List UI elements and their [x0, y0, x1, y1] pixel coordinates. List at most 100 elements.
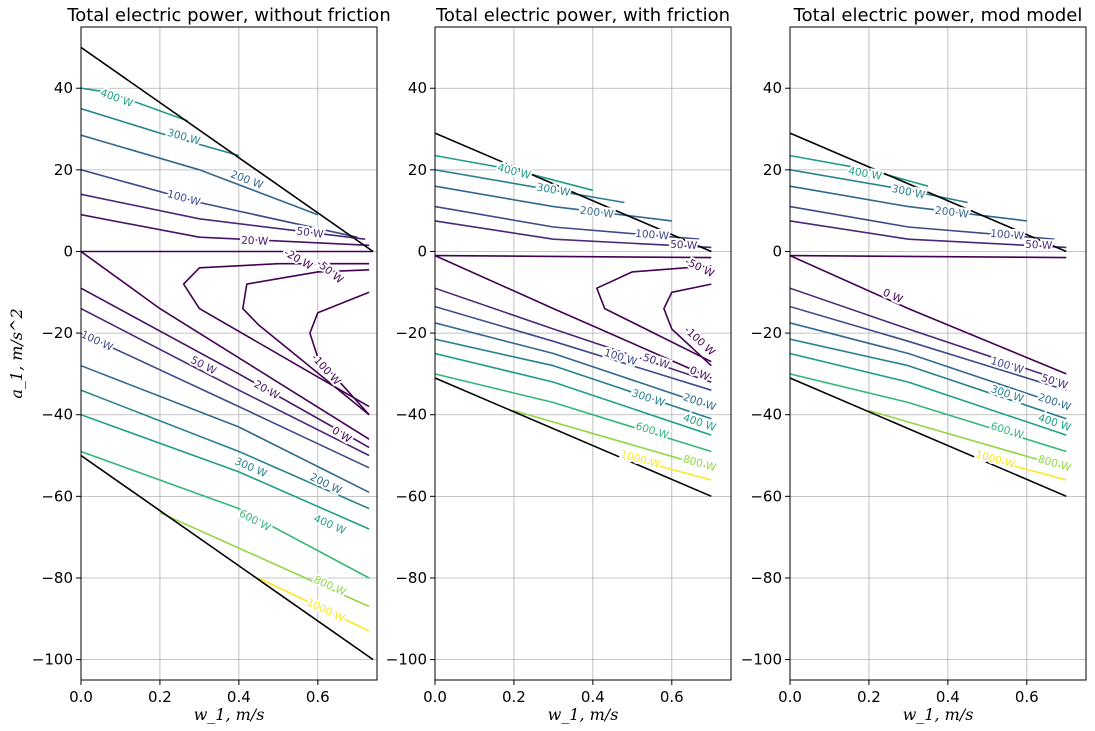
- contour-line: [663, 283, 712, 367]
- contour-line: [81, 287, 370, 449]
- x-tick-label: 0.4: [581, 688, 605, 706]
- x-tick-label: 0.0: [69, 688, 93, 706]
- contour-line: [868, 409, 1067, 469]
- contour-line: [81, 413, 370, 530]
- x-tick-label: 0.2: [502, 688, 526, 706]
- contour-line: [309, 291, 370, 416]
- contour-label: 100 W: [990, 228, 1025, 243]
- contour-line: [790, 205, 1055, 240]
- contour-line: [435, 287, 712, 383]
- y-tick-label: −20: [41, 324, 73, 342]
- contour-line: [435, 373, 712, 453]
- contour-line: [790, 287, 1067, 383]
- contour-line: [81, 364, 370, 494]
- contour-label: 50 W: [1040, 372, 1070, 392]
- contour-line: [81, 213, 370, 247]
- contour-line: [595, 265, 712, 363]
- y-tick-label: 40: [763, 79, 782, 97]
- contour-label: 600 W: [989, 420, 1025, 442]
- boundary-line: [435, 132, 712, 253]
- contour-line: [620, 454, 712, 481]
- contour-line: [435, 254, 712, 379]
- chart-title: Total electric power, mod model: [793, 5, 1083, 26]
- contour-label: 400 W: [99, 87, 135, 110]
- y-tick-label: 20: [763, 161, 782, 179]
- contour-line: [435, 254, 712, 259]
- contour-line: [790, 352, 1067, 436]
- boundary-line: [790, 132, 1067, 253]
- contour-label: 400 W: [312, 513, 348, 538]
- contour-line: [975, 454, 1067, 481]
- contour-line: [790, 322, 1067, 408]
- contour-label: 1000 W: [305, 596, 347, 625]
- contour-line: [435, 338, 712, 420]
- contour-label: 20 W: [241, 235, 269, 248]
- y-tick-label: −80: [395, 569, 427, 587]
- axes-frame: [434, 26, 732, 681]
- contour-label: 800 W: [312, 574, 348, 599]
- contour-line: [159, 511, 370, 608]
- y-tick-label: −40: [750, 406, 782, 424]
- contour-label: 100 W: [635, 228, 670, 243]
- contour-line: [790, 254, 1067, 375]
- contour-label: 0 W: [881, 287, 905, 307]
- contour-line: [790, 169, 968, 204]
- y-tick-label: 20: [408, 161, 427, 179]
- contour-line: [513, 409, 712, 469]
- chart-title: Total electric power, with friction: [435, 5, 730, 26]
- contour-line: [81, 307, 370, 457]
- contour-label: 50 W: [670, 239, 698, 252]
- boundary-line: [81, 46, 374, 253]
- contour-label: 50 W: [641, 352, 671, 372]
- contour-label: -100 W: [682, 324, 718, 359]
- boundary-line: [790, 377, 1067, 498]
- contour-line: [81, 169, 358, 238]
- contour-line: [258, 577, 370, 632]
- contour-line: [790, 373, 1067, 453]
- contour-label: 200 W: [308, 471, 344, 497]
- x-tick-label: 0.2: [148, 688, 172, 706]
- y-tick-label: 0: [417, 242, 427, 260]
- contour-line: [790, 220, 1067, 249]
- contour-line: [81, 250, 370, 440]
- contour-label: -50 W: [683, 256, 717, 281]
- x-tick-label: 0.2: [857, 688, 881, 706]
- x-axis-label: w_1, m/s: [903, 705, 974, 724]
- x-axis-label: w_1, m/s: [548, 705, 619, 724]
- contour-line: [790, 185, 1027, 222]
- contour-label: 600 W: [237, 508, 273, 535]
- contour-line: [435, 305, 712, 391]
- contour-label: 300 W: [891, 183, 927, 202]
- x-axis-label: w_1, m/s: [194, 705, 265, 724]
- contour-line: [790, 154, 929, 187]
- y-tick-label: 0: [772, 242, 782, 260]
- contour-line: [435, 322, 712, 408]
- contour-line: [435, 154, 594, 192]
- x-tick-label: 0.0: [778, 688, 802, 706]
- axes-frame: [789, 26, 1087, 681]
- y-tick-label: −40: [395, 406, 427, 424]
- y-tick-label: −80: [41, 569, 73, 587]
- contour-line: [182, 262, 370, 408]
- y-tick-label: −60: [41, 487, 73, 505]
- y-tick-label: −60: [750, 487, 782, 505]
- contour-label: 100 W: [989, 355, 1025, 377]
- contour-line: [435, 185, 672, 222]
- contour-label: 100 W: [79, 329, 115, 354]
- boundary-line: [435, 377, 712, 498]
- contour-label: 50 W: [1025, 239, 1053, 252]
- contour-label: 100 W: [166, 188, 202, 209]
- x-tick-label: 0.4: [936, 688, 960, 706]
- contour-label: 800 W: [1037, 453, 1073, 474]
- contour-line: [790, 338, 1067, 420]
- contour-line: [81, 389, 370, 510]
- y-tick-label: −80: [750, 569, 782, 587]
- y-tick-label: −20: [395, 324, 427, 342]
- x-tick-label: 0.6: [660, 688, 684, 706]
- y-tick-label: −20: [750, 324, 782, 342]
- contour-line: [435, 352, 712, 436]
- contour-line: [242, 269, 370, 416]
- y-tick-label: −40: [41, 406, 73, 424]
